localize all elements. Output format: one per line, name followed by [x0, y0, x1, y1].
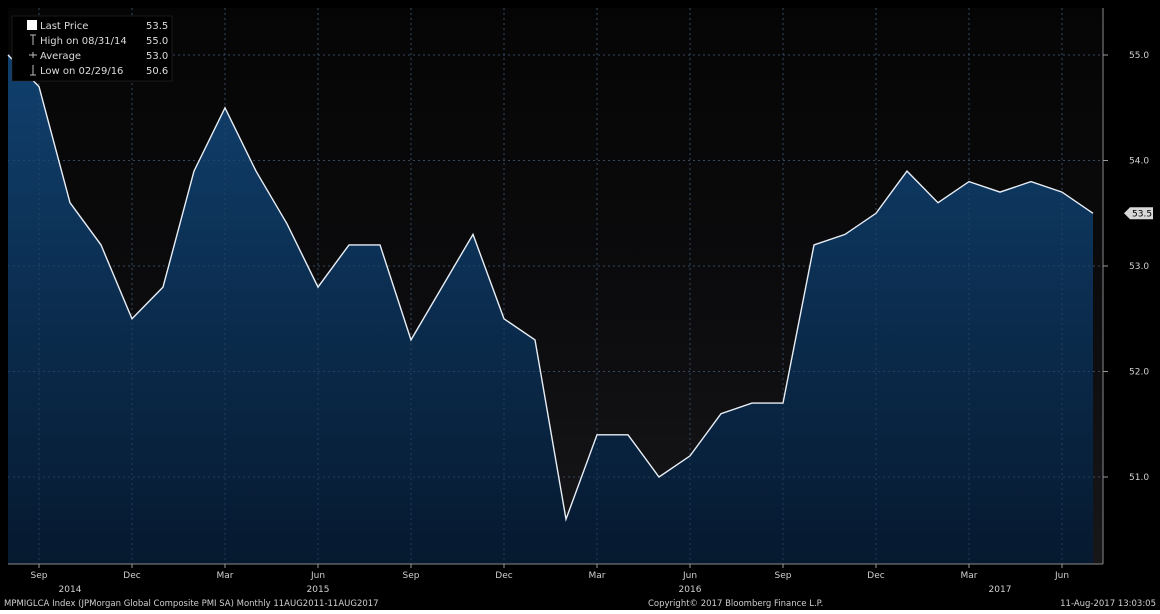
x-tick-label: Jun: [1054, 571, 1069, 581]
footer-index-description: MPMIGLCA Index (JPMorgan Global Composit…: [4, 599, 379, 609]
legend-label-last-price: Last Price: [40, 21, 88, 32]
x-tick-label: Dec: [123, 571, 140, 581]
legend: Last Price 53.5 High on 08/31/14 55.0 Av…: [12, 16, 172, 81]
legend-label-average: Average: [40, 51, 81, 62]
x-tick-label: Dec: [867, 571, 884, 581]
x-year-label: 2014: [59, 585, 82, 595]
x-tick-label: Sep: [775, 571, 792, 581]
x-tick-label: Jun: [682, 571, 697, 581]
x-tick-label: Jun: [310, 571, 325, 581]
legend-value-low: 50.6: [146, 66, 168, 77]
x-tick-label: Sep: [31, 571, 48, 581]
x-tick-label: Mar: [961, 571, 978, 581]
y-tick-label: 51.0: [1129, 473, 1149, 483]
y-tick-label: 53.0: [1129, 262, 1149, 272]
last-price-tag-label: 53.5: [1132, 209, 1152, 219]
x-year-label: 2016: [679, 585, 702, 595]
x-tick-label: Mar: [217, 571, 234, 581]
x-tick-label: Dec: [495, 571, 512, 581]
legend-value-last-price: 53.5: [146, 21, 168, 32]
x-year-label: 2015: [307, 585, 330, 595]
legend-label-low: Low on 02/29/16: [40, 66, 123, 77]
y-tick-label: 54.0: [1129, 157, 1149, 167]
x-tick-label: Sep: [403, 571, 420, 581]
footer-timestamp: 11-Aug-2017 13:03:05: [1060, 599, 1156, 609]
y-tick-label: 55.0: [1129, 51, 1149, 61]
x-year-label: 2017: [989, 585, 1012, 595]
legend-label-high: High on 08/31/14: [40, 36, 127, 47]
y-tick-label: 52.0: [1129, 368, 1149, 378]
last-price-marker-icon: [27, 20, 37, 30]
footer-copyright: Copyright© 2017 Bloomberg Finance L.P.: [648, 599, 823, 609]
last-price-tag: 53.5: [1124, 207, 1153, 219]
legend-value-high: 55.0: [146, 36, 168, 47]
x-tick-label: Mar: [589, 571, 606, 581]
legend-value-average: 53.0: [146, 51, 168, 62]
